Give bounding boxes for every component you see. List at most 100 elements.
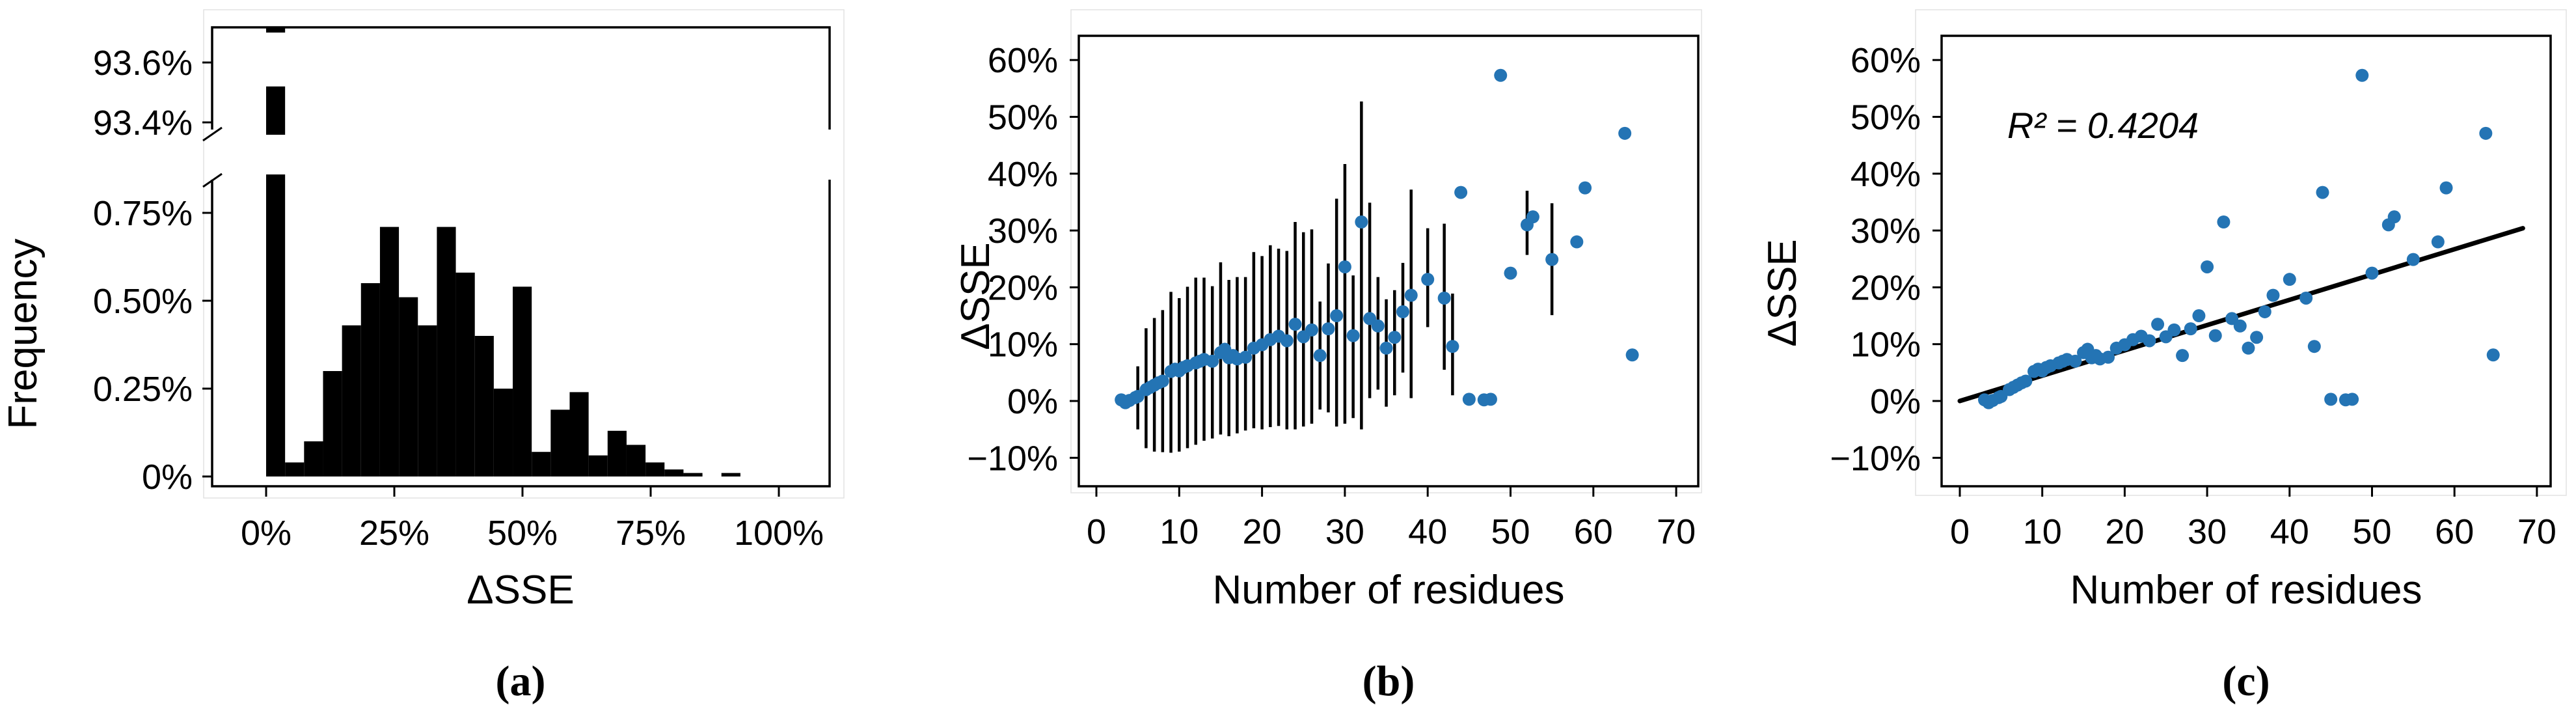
- data-point: [1322, 322, 1335, 336]
- upper-panel-spines: [211, 26, 831, 130]
- y-tick-label: 0.50%: [93, 282, 193, 321]
- data-point: [1363, 312, 1377, 325]
- data-point: [2283, 273, 2296, 286]
- x-tick-label: 100%: [734, 514, 824, 553]
- data-point: [2355, 68, 2369, 82]
- panel-b-ylabel: ΔSSE: [953, 242, 998, 350]
- data-point: [1404, 288, 1418, 302]
- x-tick-label: 20: [1243, 512, 1282, 551]
- histogram-bar: [664, 469, 684, 476]
- panel-frame: [1070, 9, 1702, 493]
- data-point: [1454, 186, 1468, 199]
- x-tick-label: 60: [2435, 512, 2474, 551]
- x-tick-label: 20: [2105, 512, 2144, 551]
- regression-line: [1957, 226, 2525, 404]
- data-point: [1239, 350, 1253, 364]
- panel-a-ylabel: Frequency: [1, 239, 46, 430]
- y-tick-label: 0%: [142, 458, 193, 497]
- y-tick-label: 60%: [988, 41, 1058, 80]
- data-point: [2365, 266, 2379, 280]
- panel-spines: [1078, 35, 1700, 488]
- histogram-bar: [379, 227, 400, 476]
- histogram-bar: [626, 445, 646, 476]
- data-point: [1396, 305, 1410, 318]
- data-point: [2192, 309, 2206, 323]
- y-tick-label: 10%: [988, 325, 1058, 365]
- x-tick-label: 10: [1159, 512, 1199, 551]
- data-point: [1484, 393, 1497, 406]
- data-point: [2143, 334, 2156, 348]
- y-tick-label: 30%: [1851, 212, 1921, 251]
- x-tick-label: 30: [1325, 512, 1364, 551]
- histogram-bar: [285, 462, 305, 476]
- data-point: [2019, 374, 2033, 388]
- y-tick-label: −10%: [1830, 439, 1921, 478]
- data-point: [1526, 210, 1539, 224]
- histogram-bar: [323, 371, 342, 476]
- x-tick-label: 50: [2352, 512, 2391, 551]
- r-squared-annotation: R² = 0.4204: [2007, 105, 2199, 146]
- y-tick-label: 20%: [988, 268, 1058, 307]
- data-point: [1288, 318, 1302, 331]
- data-point: [1494, 68, 1508, 82]
- data-point: [1421, 273, 1435, 286]
- data-point: [1355, 215, 1368, 229]
- data-point: [1206, 354, 1219, 368]
- data-point: [1305, 323, 1318, 337]
- data-point: [2217, 215, 2230, 229]
- x-tick-label: 25%: [359, 514, 429, 553]
- data-point: [2167, 323, 2181, 337]
- histogram-bar: [360, 283, 380, 476]
- data-point: [2316, 186, 2329, 199]
- axis-break-mark: [202, 173, 223, 188]
- y-tick-label: 60%: [1851, 41, 1921, 80]
- data-point: [2068, 354, 2082, 368]
- data-point: [2242, 341, 2255, 355]
- y-tick-label: 50%: [988, 98, 1058, 137]
- histogram-bar: [569, 392, 589, 476]
- data-point: [1338, 260, 1351, 273]
- x-tick-label: 0%: [241, 514, 291, 553]
- panel-a-caption: (a): [496, 657, 546, 705]
- x-tick-label: 40: [1408, 512, 1447, 551]
- data-point: [1346, 329, 1360, 342]
- x-tick-label: 60: [1574, 512, 1613, 551]
- data-point: [1570, 235, 1584, 249]
- y-tick-label: 0.75%: [93, 194, 193, 233]
- histogram-bar: [588, 455, 608, 476]
- data-point: [2486, 348, 2500, 362]
- data-point: [2406, 253, 2420, 266]
- histogram-bar-clipped-lower: [266, 174, 286, 476]
- data-point: [1388, 331, 1402, 344]
- y-tick-label: 40%: [988, 155, 1058, 194]
- panel-b-caption: (b): [1363, 657, 1415, 705]
- histogram-bar: [455, 272, 475, 476]
- y-tick-label: 93.6%: [93, 44, 193, 83]
- y-tick-label: 0%: [1870, 382, 1921, 421]
- data-point: [1579, 181, 1592, 195]
- y-tick-label: 40%: [1851, 155, 1921, 194]
- data-point: [2208, 329, 2222, 342]
- data-point: [2479, 126, 2493, 140]
- panel-c-ylabel: ΔSSE: [1760, 239, 1805, 346]
- fitline-panel-marks: 60% 50% 40% 30% 20% 10% 0% −10% 0 10 20 30 40 50 60 70: [1830, 9, 2567, 551]
- x-tick-label: 0: [1087, 512, 1106, 551]
- histogram-bar: [532, 452, 551, 476]
- data-point: [2151, 318, 2165, 331]
- histogram-bar: [513, 286, 532, 476]
- x-tick-label: 10: [2023, 512, 2062, 551]
- data-point: [1462, 393, 1476, 406]
- data-point: [1156, 374, 1169, 388]
- y-tick-label: 10%: [1851, 325, 1921, 365]
- histogram-bar: [418, 325, 437, 476]
- data-point: [1504, 266, 1517, 280]
- histogram-bar: [683, 473, 703, 476]
- histogram-bar: [721, 473, 740, 476]
- data-point: [2439, 181, 2453, 195]
- x-tick-label: 0: [1950, 512, 1970, 551]
- y-tick-label: 50%: [1851, 98, 1921, 137]
- x-tick-label: 50: [1491, 512, 1530, 551]
- y-tick-label: 0%: [1007, 382, 1058, 421]
- panel-c-caption: (c): [2222, 657, 2270, 705]
